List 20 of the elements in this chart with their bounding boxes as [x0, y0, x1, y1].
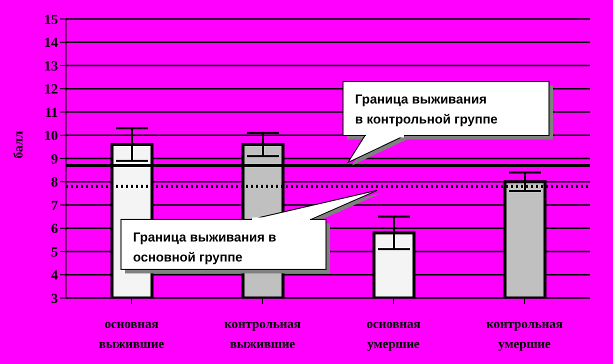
- y-tick-label: 9: [51, 152, 58, 168]
- y-tick-label: 12: [44, 82, 58, 98]
- y-tick-label: 15: [44, 12, 58, 28]
- x-tick-label: основная выжившие: [98, 316, 164, 351]
- x-tick-label: контрольная выжившие: [224, 316, 301, 351]
- ref-line-label: Граница выживания в контрольной группе: [355, 91, 498, 126]
- y-tick-label: 14: [44, 36, 58, 52]
- y-tick-label: 5: [51, 245, 58, 260]
- y-tick-label: 6: [51, 222, 58, 238]
- y-tick-label: 4: [51, 268, 58, 284]
- ref-line-label: Граница выживания в основной группе: [133, 229, 276, 264]
- y-axis-title: балл: [10, 130, 26, 158]
- y-tick-label: 3: [51, 292, 58, 307]
- y-tick-label: 7: [51, 198, 58, 214]
- x-tick-label: основная умершие: [366, 316, 420, 351]
- x-tick-label: контрольная умершие: [486, 316, 563, 351]
- y-tick-label: 11: [44, 106, 58, 121]
- y-tick-label: 8: [51, 176, 58, 191]
- y-tick-label: 13: [44, 59, 58, 74]
- y-tick-label: 10: [44, 129, 58, 144]
